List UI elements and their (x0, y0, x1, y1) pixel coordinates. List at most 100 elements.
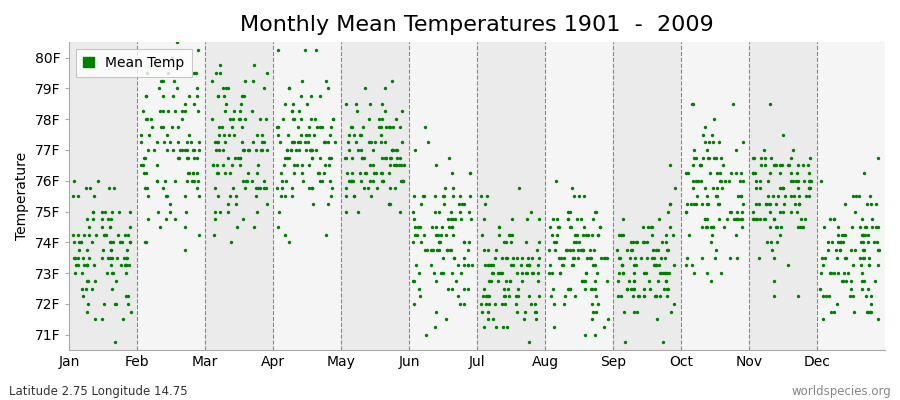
Point (836, 239, 850, 246)
Bar (613, 42, 681, 350)
Point (630, 293, 644, 300)
Point (461, 285, 475, 292)
Point (408, 224, 422, 230)
Point (71, 193, 86, 199)
Point (554, 254, 568, 261)
Point (776, 208, 790, 215)
Point (589, 308, 603, 315)
Point (338, 193, 353, 199)
Point (718, 178, 733, 184)
Point (690, 178, 705, 184)
Point (76, 293, 90, 300)
Point (698, 224, 713, 230)
Point (225, 124, 239, 130)
Point (574, 216, 589, 222)
Point (235, 124, 249, 130)
Point (736, 139, 751, 146)
Point (414, 201, 428, 207)
Point (510, 270, 525, 276)
Point (139, 93, 153, 99)
Bar (545, 42, 613, 350)
Bar (749, 42, 817, 350)
Point (713, 170, 727, 176)
Point (474, 232, 489, 238)
Point (488, 301, 502, 307)
Point (614, 232, 628, 238)
Point (626, 285, 640, 292)
Point (68, 270, 82, 276)
Point (832, 239, 846, 246)
Point (98, 208, 112, 215)
Point (512, 185, 526, 192)
Point (210, 162, 224, 168)
Point (450, 262, 464, 269)
Point (462, 239, 476, 246)
Point (659, 278, 673, 284)
Point (506, 262, 520, 269)
Point (355, 154, 369, 161)
Point (387, 162, 401, 168)
Point (514, 262, 528, 269)
Point (867, 239, 881, 246)
Point (310, 124, 325, 130)
Point (291, 124, 305, 130)
Point (274, 185, 289, 192)
Point (687, 147, 701, 153)
Point (694, 201, 708, 207)
Point (563, 224, 578, 230)
Point (477, 247, 491, 253)
Point (446, 216, 461, 222)
Point (700, 224, 715, 230)
Point (67, 254, 81, 261)
Point (597, 254, 611, 261)
Point (627, 285, 642, 292)
Point (391, 154, 405, 161)
Point (549, 178, 563, 184)
Point (594, 254, 608, 261)
Point (322, 162, 337, 168)
Point (845, 224, 859, 230)
Point (414, 239, 428, 246)
Point (159, 193, 174, 199)
Point (434, 232, 448, 238)
Point (79, 262, 94, 269)
Point (178, 100, 193, 107)
Point (628, 262, 643, 269)
Point (776, 185, 790, 192)
Point (412, 293, 427, 300)
Point (353, 170, 367, 176)
Point (715, 270, 729, 276)
Point (87, 193, 102, 199)
Point (482, 262, 497, 269)
Point (417, 193, 431, 199)
Point (298, 47, 312, 53)
Point (285, 116, 300, 122)
Point (318, 139, 332, 146)
Point (457, 201, 472, 207)
Point (372, 124, 386, 130)
Point (491, 232, 506, 238)
Point (576, 232, 590, 238)
Point (783, 154, 797, 161)
Point (456, 239, 471, 246)
Point (746, 208, 760, 215)
Point (576, 247, 590, 253)
Point (453, 193, 467, 199)
Point (383, 154, 398, 161)
Point (456, 239, 471, 246)
Point (499, 254, 513, 261)
Point (374, 170, 389, 176)
Point (94, 224, 109, 230)
Point (619, 285, 634, 292)
Point (274, 193, 288, 199)
Point (562, 285, 577, 292)
Point (649, 293, 663, 300)
Point (730, 254, 744, 261)
Point (588, 262, 602, 269)
Point (158, 193, 173, 199)
Point (656, 339, 670, 346)
Point (504, 239, 518, 246)
Point (76, 232, 91, 238)
Point (255, 139, 269, 146)
Point (610, 278, 625, 284)
